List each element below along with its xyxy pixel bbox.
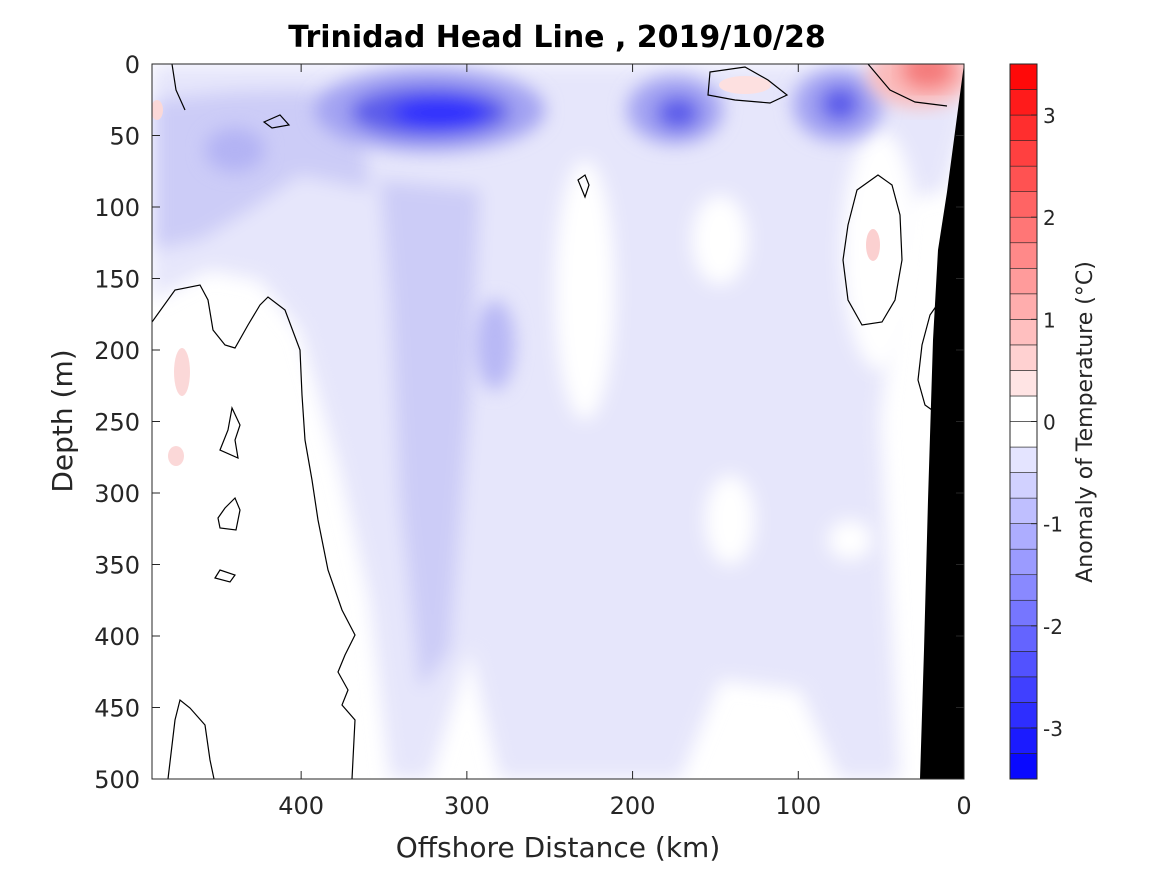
colorbar-level <box>1009 216 1038 244</box>
neutral-patch-85km-deep <box>828 520 872 560</box>
y-tick-label: 450 <box>94 695 140 723</box>
y-axis-ticks: 0 50 100 150 200 250 300 350 400 450 500 <box>94 51 964 794</box>
y-tick-label: 350 <box>94 552 140 580</box>
y-tick-label: 0 <box>125 51 140 79</box>
warm-speck-480km <box>168 446 184 466</box>
colorbar: -3 -2 -1 0 1 2 3 <box>1009 63 1063 780</box>
warm-patches <box>152 64 964 466</box>
colorbar-level <box>1009 446 1038 473</box>
colorbar-level <box>1009 753 1038 780</box>
strong-cold-cores <box>205 68 883 390</box>
zero-contour-loop-430km <box>262 114 291 129</box>
anomaly-field <box>152 64 964 779</box>
colorbar-level <box>1009 395 1038 422</box>
cold-core-70km-inner <box>820 86 860 122</box>
zero-contour-nearshore-deep <box>917 304 938 411</box>
colorbar-level <box>1009 702 1038 729</box>
y-tick-label: 300 <box>94 480 140 508</box>
colorbar-level <box>1009 574 1038 601</box>
neutral-patch-140km-deep <box>705 475 755 565</box>
colorbar-tick-label: -3 <box>1043 717 1063 741</box>
x-tick-label: 400 <box>278 792 324 820</box>
zero-contour-nearshore-surface <box>867 64 948 107</box>
colorbar-level <box>1009 370 1038 397</box>
colorbar-tick-label: 2 <box>1043 206 1056 230</box>
warm-patch-nearshore-inner <box>902 64 954 88</box>
x-tick-label: 100 <box>775 792 821 820</box>
y-tick-label: 400 <box>94 623 140 651</box>
colorbar-level <box>1009 140 1038 167</box>
bathymetry-mask <box>920 64 964 779</box>
colorbar-level <box>1009 421 1038 448</box>
warm-patch-130km <box>719 76 771 94</box>
y-tick-label: 100 <box>94 194 140 222</box>
mid-column-cold-streak <box>380 180 480 690</box>
colorbar-level <box>1009 89 1038 116</box>
colorbar-level <box>1009 523 1038 550</box>
zero-contour-loop-440km <box>219 406 241 460</box>
chart-title: Trinidad Head Line , 2019/10/28 <box>288 20 825 55</box>
colorbar-level <box>1009 497 1038 524</box>
zero-contour-loop-230km <box>577 174 590 199</box>
warm-speck-60km <box>866 229 880 261</box>
y-axis-label: Depth (m) <box>46 349 79 492</box>
colorbar-level <box>1009 548 1038 576</box>
colorbar-level <box>1009 191 1038 218</box>
zero-contour-loop-445km <box>217 496 241 531</box>
cold-core-300km-inner <box>392 98 488 128</box>
colorbar-tick-label: 3 <box>1043 104 1056 128</box>
colorbar-level <box>1009 651 1038 678</box>
cold-patch-280km-mid <box>475 300 515 390</box>
y-tick-label: 200 <box>94 337 140 365</box>
colorbar-level <box>1009 114 1038 141</box>
offshore-cold-band <box>152 90 370 250</box>
zero-contour-offshore <box>152 284 356 779</box>
x-tick-label: 0 <box>956 792 971 820</box>
x-axis-label: Offshore Distance (km) <box>396 831 721 864</box>
x-tick-label: 200 <box>610 792 656 820</box>
y-tick-label: 150 <box>94 266 140 294</box>
colorbar-level <box>1009 727 1038 754</box>
neutral-patch-60km <box>842 130 918 370</box>
x-tick-label: 300 <box>444 792 490 820</box>
colorbar-level <box>1009 599 1038 627</box>
colorbar-level <box>1009 293 1038 320</box>
colorbar-level <box>1009 165 1038 192</box>
colorbar-tick-label: -1 <box>1043 513 1063 537</box>
x-axis-ticks: 400 300 200 100 0 <box>278 64 972 820</box>
y-tick-label: 500 <box>94 766 140 794</box>
zero-contour-loop-55km <box>842 174 903 326</box>
colorbar-level <box>1009 344 1038 371</box>
zero-contour-loop-130km <box>707 66 789 104</box>
warm-speck-475km <box>174 348 190 396</box>
colorbar-level <box>1009 625 1038 652</box>
mid-section-light-blue-area <box>152 64 964 779</box>
colorbar-tick-label: -2 <box>1043 615 1063 639</box>
colorbar-level <box>1009 63 1038 90</box>
zero-contour-loop-450km <box>214 569 236 583</box>
light-cold-fill <box>152 64 964 779</box>
y-tick-label: 50 <box>109 123 140 151</box>
colorbar-level <box>1009 319 1038 346</box>
white-neutral-patches <box>555 130 918 565</box>
zero-contour-lines <box>152 64 948 779</box>
y-tick-label: 250 <box>94 409 140 437</box>
colorbar-level <box>1009 242 1038 269</box>
cold-patch-440km <box>205 128 265 172</box>
neutral-patch-220km <box>555 160 615 420</box>
colorbar-level <box>1009 676 1038 703</box>
zero-contour-offshore-bottom <box>167 698 215 779</box>
cold-core-175km-inner <box>656 96 700 130</box>
colorbar-level <box>1009 267 1038 295</box>
colorbar-tick-label: 0 <box>1043 411 1056 435</box>
colorbar-label: Anomaly of Temperature (°C) <box>1073 261 1098 583</box>
zero-contour-surface-left <box>171 64 186 111</box>
colorbar-level <box>1009 472 1038 499</box>
warm-speck-edge <box>152 100 163 120</box>
neutral-patch-120km <box>692 195 748 285</box>
colorbar-tick-label: 1 <box>1043 308 1056 332</box>
